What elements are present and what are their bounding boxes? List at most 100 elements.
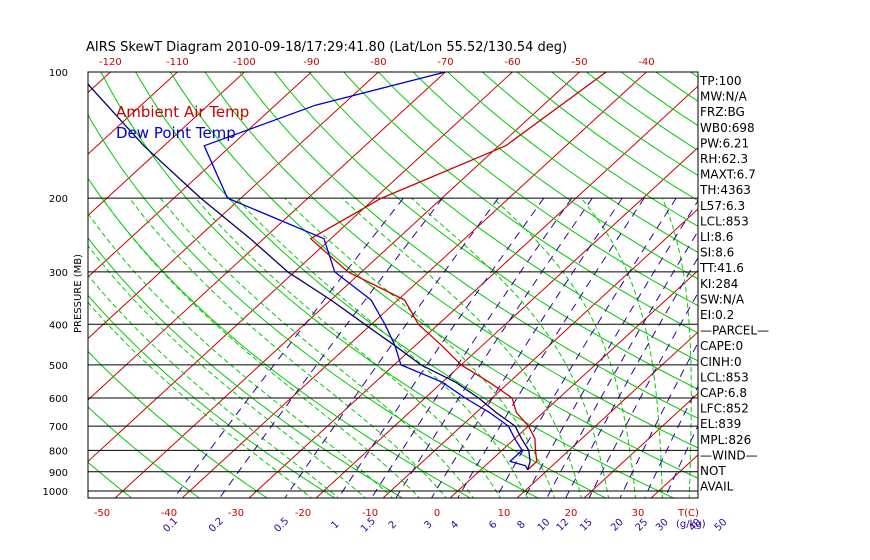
bottom-temperature-tick-labels: -50 -40 -30 -20 -10 0 10 20 30	[94, 508, 645, 519]
dry-adiabat-line	[135, 72, 675, 498]
dry-adiabat-line	[0, 72, 66, 500]
bottom-temp-tick-label: 0	[434, 508, 440, 519]
moist-adiabat-line	[236, 197, 529, 498]
index-item: RH:62.3	[700, 152, 748, 166]
bottom-temp-tick-label: 30	[632, 508, 645, 519]
pressure-tick-label: 100	[49, 68, 68, 79]
isotherm-line	[88, 72, 178, 155]
mixing-ratio-tick-label: 25	[634, 517, 651, 534]
isotherm-line	[783, 72, 870, 500]
mixing-ratio-line	[173, 197, 404, 498]
bottom-temp-tick-label: 20	[565, 508, 578, 519]
y-axis-label: PRESSURE (MB)	[73, 254, 84, 333]
moist-adiabat-line	[411, 197, 609, 498]
dry-adiabat-line	[88, 237, 404, 498]
mixing-ratio-tick-label: 20	[609, 517, 626, 534]
isotherm-line	[850, 72, 870, 500]
dry-adiabat-line	[378, 72, 698, 307]
moist-adiabat-line	[160, 197, 475, 498]
moist-adiabat-line	[661, 197, 692, 498]
mixing-ratio-line	[218, 197, 443, 498]
mixing-ratio-tick-label: 6	[487, 519, 499, 531]
top-temp-tick-label: -90	[303, 57, 319, 68]
profile-series	[88, 72, 607, 471]
index-item: —WIND—	[700, 448, 758, 462]
index-item: CAP:6.8	[700, 386, 747, 400]
dry-adiabat-line	[447, 72, 698, 253]
moist-adiabat-line	[284, 197, 556, 498]
dry-adiabat-line	[864, 72, 870, 500]
isotherm-line	[449, 269, 698, 498]
pressure-tick-label: 700	[49, 422, 68, 433]
top-temp-tick-label: -110	[166, 57, 189, 68]
mixing-ratio-tick-label: 2	[387, 519, 399, 531]
index-item: LCL:853	[700, 370, 749, 384]
bottom-temp-tick-label: -30	[228, 508, 244, 519]
dry-adiabat-line	[308, 72, 698, 362]
mixing-ratio-line	[664, 424, 698, 498]
bottom-temp-tick-label: -40	[161, 508, 177, 519]
mixing-ratio-tick-label: 1	[329, 519, 341, 531]
dry-adiabat-line	[343, 72, 698, 334]
index-item: MAXT:6.7	[700, 168, 756, 182]
mixing-ratio-tick-label: 12	[555, 517, 572, 534]
dry-adiabat-line	[795, 72, 870, 500]
mixing-ratio-line	[395, 197, 593, 498]
isotherm-line	[88, 72, 513, 463]
mixing-ratio-unit-label: (g/kg)	[676, 519, 706, 530]
top-temp-tick-label: -60	[504, 57, 520, 68]
mixing-ratio-line	[370, 197, 573, 498]
dry-adiabat-line	[273, 72, 698, 390]
dry-adiabat-line	[88, 113, 540, 498]
dry-adiabat-line	[88, 177, 472, 498]
bottom-temp-tick-label: -10	[362, 508, 378, 519]
parcel-profile-line	[88, 83, 531, 470]
mixing-ratio-tick-label: 50	[713, 517, 730, 534]
isotherm-line	[583, 392, 698, 498]
pressure-tick-label: 300	[49, 268, 68, 279]
temperature-profile-line	[309, 72, 607, 471]
moist-adiabat-line	[580, 197, 663, 498]
mixing-ratio-tick-label: 30	[654, 517, 671, 534]
chart-title: AIRS SkewT Diagram 2010-09-18/17:29:41.8…	[86, 40, 567, 55]
index-item: KI:284	[700, 277, 738, 291]
top-temp-tick-label: -100	[233, 57, 256, 68]
dry-adiabat-line	[169, 72, 698, 479]
isotherm-line	[88, 72, 312, 278]
index-item: TT:41.6	[699, 261, 744, 275]
isotherm-line	[88, 72, 446, 401]
bottom-unit-label: T(C)	[677, 508, 699, 519]
isotherm-line	[88, 72, 111, 94]
legend: Ambient Air Temp Dew Point Temp	[116, 103, 249, 142]
top-temp-tick-label: -40	[638, 57, 654, 68]
dry-adiabat-line	[88, 350, 269, 498]
index-item: WB0:698	[700, 121, 755, 135]
pressure-tick-label: 600	[49, 394, 68, 405]
index-item: AVAIL	[700, 480, 734, 494]
mixing-ratio-tick-label: 10	[536, 517, 553, 534]
dry-adiabat-line	[100, 72, 607, 498]
mixing-ratio-line	[430, 197, 623, 498]
mixing-ratio-line	[495, 197, 677, 498]
moist-adiabat-line	[101, 197, 421, 498]
moist-adiabat-line	[492, 197, 636, 498]
moist-adiabat-line	[195, 197, 502, 498]
plot-frame	[87, 71, 699, 499]
mixing-ratio-line	[337, 197, 545, 498]
pressure-tick-label: 400	[49, 320, 68, 331]
index-item: MPL:826	[700, 433, 751, 447]
isotherm-line	[88, 72, 245, 217]
index-item: NOT	[700, 464, 726, 478]
index-item: —PARCEL—	[700, 324, 769, 338]
bottom-temp-tick-label: 10	[498, 508, 511, 519]
index-item: SI:8.6	[700, 246, 734, 260]
mixing-ratio-tick-label: 15	[578, 517, 595, 534]
index-item: CAPE:0	[700, 339, 743, 353]
index-item: CINH:0	[700, 355, 742, 369]
index-item: PW:6.21	[700, 136, 749, 150]
moist-adiabat-line	[88, 274, 340, 498]
mixing-ratio-line	[546, 230, 698, 498]
isotherm-line	[114, 72, 580, 498]
pressure-tick-label: 200	[49, 194, 68, 205]
mixing-ratio-tick-label: 3	[422, 519, 434, 531]
